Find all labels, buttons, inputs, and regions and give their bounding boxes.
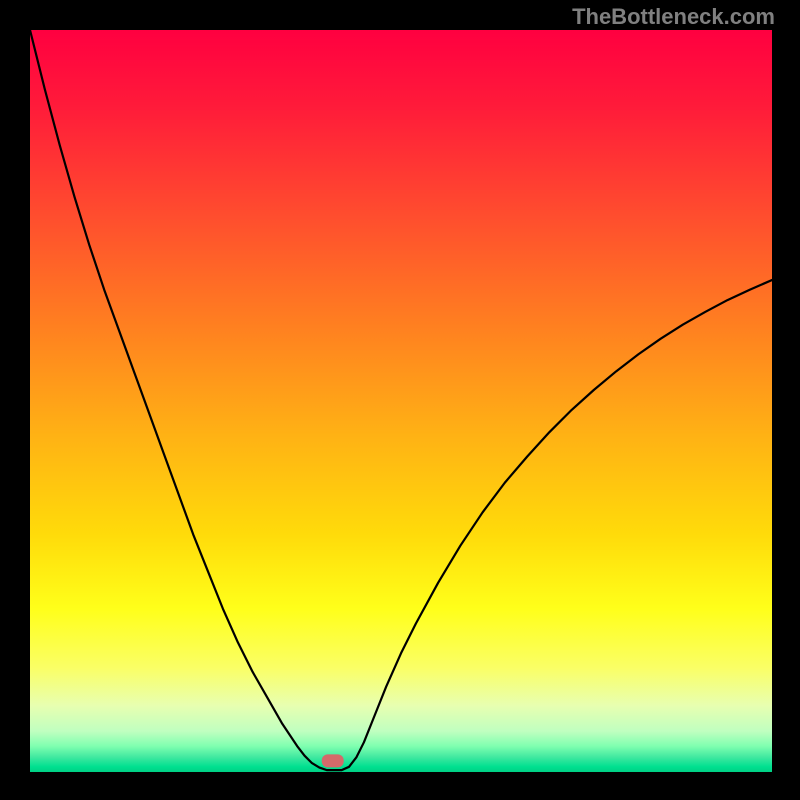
plot-area: [30, 30, 772, 772]
optimum-marker: [322, 754, 344, 767]
curve-layer: [30, 30, 772, 772]
watermark-label: TheBottleneck.com: [572, 4, 775, 30]
chart-canvas: TheBottleneck.com: [0, 0, 800, 800]
bottleneck-curve: [30, 30, 772, 770]
